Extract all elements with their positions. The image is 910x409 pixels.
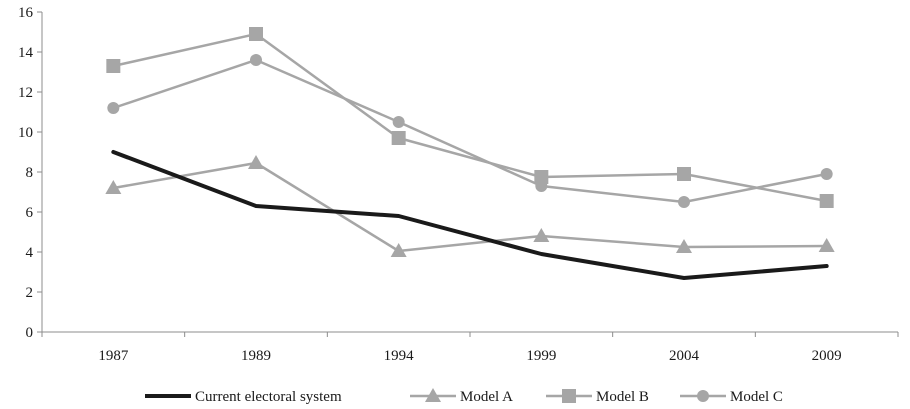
legend-swatch-marker bbox=[425, 388, 441, 402]
chart-legend: Current electoral system Model A Model B Mo… bbox=[145, 388, 783, 405]
data-point bbox=[533, 228, 550, 242]
series-line bbox=[112, 32, 828, 203]
legend-item: Model B bbox=[546, 389, 649, 405]
y-tick-label: 6 bbox=[26, 205, 34, 221]
data-point bbox=[107, 102, 120, 114]
data-point bbox=[391, 131, 406, 145]
y-tick-label: 10 bbox=[18, 125, 33, 141]
legend-label: Model B bbox=[596, 389, 649, 405]
x-tick-label: 1987 bbox=[98, 348, 129, 364]
x-tick-label: 2009 bbox=[812, 348, 842, 364]
data-point bbox=[534, 170, 549, 184]
data-point bbox=[676, 239, 692, 253]
legend-item: Model A bbox=[410, 388, 513, 405]
data-point bbox=[392, 116, 405, 128]
y-tick-label: 4 bbox=[26, 245, 34, 261]
legend-item: Current electoral system bbox=[145, 389, 342, 405]
chart-axes: 0 2 4 6 8 10 12 14 16 1987 1989 1994 1999 2004 2009 bbox=[18, 5, 899, 364]
series-model-c bbox=[107, 54, 833, 208]
data-point bbox=[250, 54, 262, 66]
data-point bbox=[819, 194, 834, 208]
series-line bbox=[112, 58, 828, 204]
y-tick-label: 8 bbox=[26, 165, 34, 181]
x-tick-label: 2004 bbox=[669, 348, 700, 364]
data-point bbox=[678, 196, 690, 208]
x-tick-label: 1989 bbox=[241, 348, 271, 364]
data-point bbox=[818, 238, 835, 252]
series-line bbox=[112, 161, 828, 253]
series-current-electoral-system bbox=[111, 150, 829, 280]
data-point bbox=[106, 59, 121, 73]
legend-label: Current electoral system bbox=[195, 389, 342, 405]
legend-swatch-marker bbox=[562, 389, 576, 403]
legend-label: Model A bbox=[460, 389, 513, 405]
data-point bbox=[535, 180, 548, 192]
data-point bbox=[677, 167, 691, 181]
y-tick-label: 2 bbox=[26, 285, 34, 301]
legend-swatch-marker bbox=[697, 390, 709, 402]
data-point bbox=[390, 243, 407, 257]
chart-series bbox=[105, 27, 835, 280]
y-tick-label: 16 bbox=[18, 5, 34, 21]
y-tick-label: 14 bbox=[18, 45, 34, 61]
legend-label: Model C bbox=[730, 389, 783, 405]
data-point bbox=[249, 27, 263, 41]
y-tick-label: 0 bbox=[26, 325, 34, 341]
series-model-b bbox=[106, 27, 834, 208]
x-tick-label: 1999 bbox=[526, 348, 556, 364]
data-point bbox=[820, 168, 833, 180]
data-point bbox=[248, 155, 264, 169]
series-model-a bbox=[105, 155, 835, 257]
y-tick-label: 12 bbox=[18, 85, 33, 101]
x-tick-label: 1994 bbox=[384, 348, 415, 364]
series-line bbox=[111, 150, 829, 280]
legend-item: Model C bbox=[680, 389, 783, 405]
data-point bbox=[105, 180, 122, 194]
